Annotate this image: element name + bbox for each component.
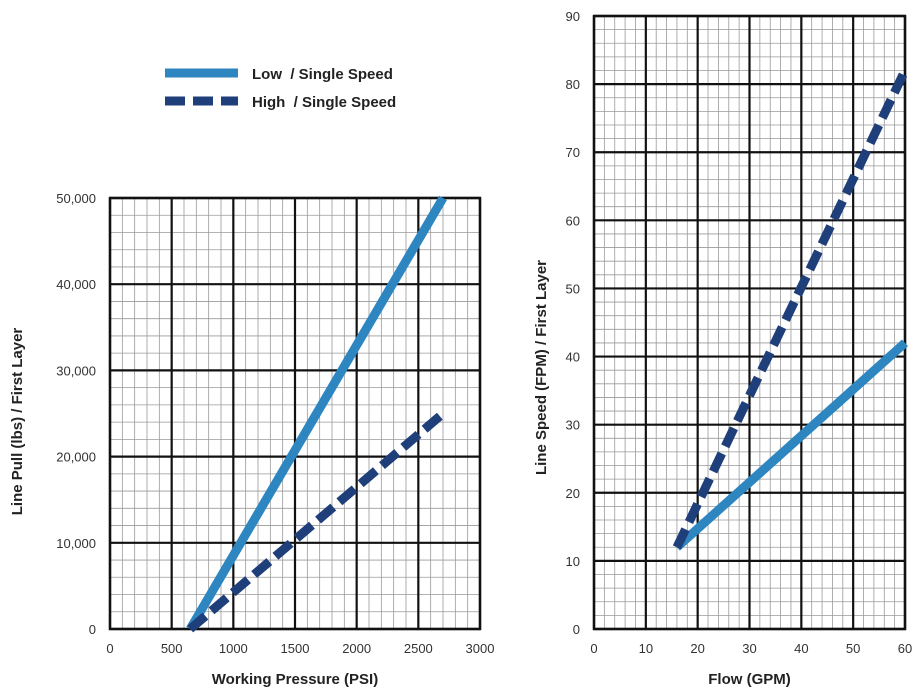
- x-tick-label: 2500: [404, 641, 433, 656]
- y-tick-label: 50: [566, 281, 580, 296]
- y-tick-label: 90: [566, 9, 580, 24]
- grid: [108, 196, 482, 631]
- x-tick-label: 50: [846, 641, 860, 656]
- x-tick-label: 3000: [466, 641, 495, 656]
- y-tick-label: 20: [566, 486, 580, 501]
- x-tick-label: 500: [161, 641, 183, 656]
- grid: [592, 14, 907, 631]
- legend: Low / Single Speed High / Single Speed: [165, 66, 396, 111]
- series-line-low: [673, 339, 909, 551]
- x-tick-label: 30: [742, 641, 756, 656]
- series-line-high: [672, 68, 910, 550]
- y-tick-label: 40: [566, 350, 580, 365]
- legend-label-low: Low / Single Speed: [252, 66, 393, 83]
- series-line-high: [187, 410, 446, 633]
- x-tick-label: 1500: [281, 641, 310, 656]
- y-tick-label: 60: [566, 213, 580, 228]
- x-axis-title: Flow (GPM): [708, 671, 791, 688]
- x-tick-label: 1000: [219, 641, 248, 656]
- x-tick-label: 60: [898, 641, 912, 656]
- y-tick-label: 10: [566, 554, 580, 569]
- line-pull-chart: 0 500 1000 1500 2000 2500 3000 0 10,000 20,000 30,…: [9, 191, 494, 688]
- y-tick-label: 30: [566, 418, 580, 433]
- x-tick-label: 0: [590, 641, 597, 656]
- plot-frame: [108, 196, 482, 631]
- line-speed-chart: 0 10 20 30 40 50 60 0 10 20 30 40 50 60 70 80 90 Flow (GP…: [533, 9, 912, 688]
- y-tick-label: 40,000: [56, 277, 96, 292]
- x-tick-label: 40: [794, 641, 808, 656]
- y-tick-label: 50,000: [56, 191, 96, 206]
- x-axis-title: Working Pressure (PSI): [212, 671, 378, 688]
- x-tick-label: 10: [639, 641, 653, 656]
- y-axis-title: Line Speed (FPM) / First Layer: [533, 260, 550, 475]
- y-tick-label: 20,000: [56, 450, 96, 465]
- x-tick-label: 0: [106, 641, 113, 656]
- y-tick-label: 70: [566, 145, 580, 160]
- y-tick-label: 30,000: [56, 363, 96, 378]
- legend-label-high: High / Single Speed: [252, 94, 396, 111]
- series-line-low: [186, 195, 447, 632]
- y-tick-label: 10,000: [56, 536, 96, 551]
- y-tick-label: 80: [566, 77, 580, 92]
- x-tick-label: 20: [690, 641, 704, 656]
- plot-frame: [592, 14, 907, 631]
- y-tick-label: 0: [89, 622, 96, 637]
- y-axis-title: Line Pull (lbs) / First Layer: [9, 328, 26, 516]
- x-tick-label: 2000: [342, 641, 371, 656]
- y-tick-label: 0: [573, 622, 580, 637]
